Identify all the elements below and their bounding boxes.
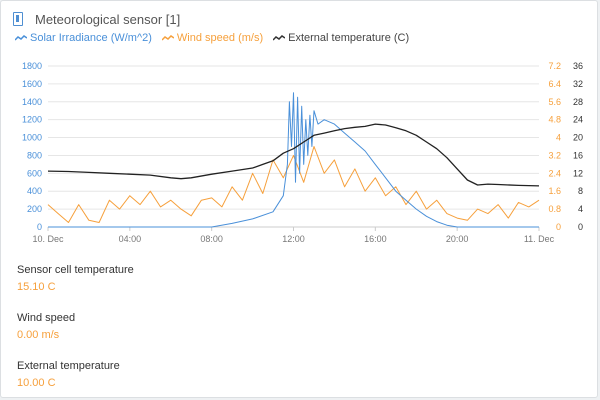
legend-item-temperature[interactable]: External temperature (C) — [273, 32, 409, 44]
metric-sensor-cell-temperature: Sensor cell temperature 15.10 C — [17, 264, 134, 293]
y-right-wind-tick-label: 4 — [556, 133, 561, 143]
x-tick-label: 12:00 — [282, 234, 305, 244]
temperature-series-line — [47, 123, 540, 187]
x-tick-label: 16:00 — [364, 234, 387, 244]
x-tick-label: 08:00 — [200, 234, 223, 244]
y-right-wind-tick-label: 6.4 — [548, 79, 561, 89]
metric-value: 10.00 C — [17, 377, 56, 389]
y-left-tick-label: 1400 — [22, 97, 42, 107]
y-left-tick-label: 1600 — [22, 79, 42, 89]
y-right-temp-tick-label: 16 — [573, 150, 583, 160]
metric-external-temperature: External temperature 10.00 C — [17, 360, 120, 389]
y-right-temp-tick-label: 20 — [573, 133, 583, 143]
device-icon — [13, 12, 23, 26]
y-left-tick-label: 800 — [27, 150, 42, 160]
irradiance-series-line — [48, 92, 539, 228]
wind-series-line — [47, 146, 540, 223]
legend-label-wind: Wind speed (m/s) — [176, 32, 264, 44]
y-right-wind-tick-label: 7.2 — [548, 61, 561, 71]
x-tick-label: 10. Dec — [32, 234, 64, 244]
y-right-temp-tick-label: 28 — [573, 97, 583, 107]
wind-line-icon — [161, 34, 174, 42]
metric-wind-speed: Wind speed 0.00 m/s — [17, 312, 75, 341]
legend-label-temperature: External temperature (C) — [288, 32, 410, 44]
metric-label: Sensor cell temperature — [17, 264, 134, 276]
y-right-wind-tick-label: 5.6 — [548, 97, 561, 107]
y-right-temp-tick-label: 24 — [573, 115, 583, 125]
metric-value: 15.10 C — [17, 281, 56, 293]
y-left-tick-label: 400 — [27, 186, 42, 196]
y-right-temp-tick-label: 8 — [578, 186, 583, 196]
temperature-line-icon — [273, 34, 286, 42]
metric-value: 0.00 m/s — [17, 329, 60, 341]
y-right-wind-tick-label: 3.2 — [548, 150, 561, 160]
y-left-tick-label: 1200 — [22, 115, 42, 125]
y-left-tick-label: 600 — [27, 168, 42, 178]
y-right-wind-tick-label: 1.6 — [548, 186, 561, 196]
legend-item-irradiance[interactable]: Solar Irradiance (W/m^2) — [15, 32, 152, 44]
y-right-temp-tick-label: 36 — [573, 61, 583, 71]
y-right-wind-tick-label: 0.8 — [548, 204, 561, 214]
y-left-tick-label: 0 — [37, 222, 42, 232]
y-left-tick-label: 1000 — [22, 133, 42, 143]
legend-item-wind[interactable]: Wind speed (m/s) — [161, 32, 264, 44]
legend-label-irradiance: Solar Irradiance (W/m^2) — [30, 32, 152, 44]
x-tick-label: 20:00 — [446, 234, 469, 244]
y-right-temp-tick-label: 4 — [578, 204, 583, 214]
y-right-temp-tick-label: 0 — [578, 222, 583, 232]
y-right-wind-tick-label: 2.4 — [548, 168, 561, 178]
y-right-temp-tick-label: 32 — [573, 79, 583, 89]
y-left-tick-label: 1800 — [22, 61, 42, 71]
metric-label: Wind speed — [17, 312, 76, 324]
history-chart[interactable]: 02004006008001000120014001600180000.81.6… — [1, 53, 599, 263]
y-right-wind-tick-label: 0 — [556, 222, 561, 232]
metric-label: External temperature — [17, 360, 120, 372]
irradiance-line-icon — [15, 34, 27, 42]
card-header: Meteorological sensor [1] — [13, 9, 180, 29]
x-tick-label: 04:00 — [119, 234, 142, 244]
y-right-temp-tick-label: 12 — [573, 168, 583, 178]
y-right-wind-tick-label: 4.8 — [548, 115, 561, 125]
page-title: Meteorological sensor [1] — [35, 11, 181, 27]
y-left-tick-label: 200 — [27, 204, 42, 214]
x-tick-label: 11. Dec — [524, 234, 555, 244]
chart-legend: Solar Irradiance (W/m^2) Wind speed (m/s… — [15, 32, 419, 44]
